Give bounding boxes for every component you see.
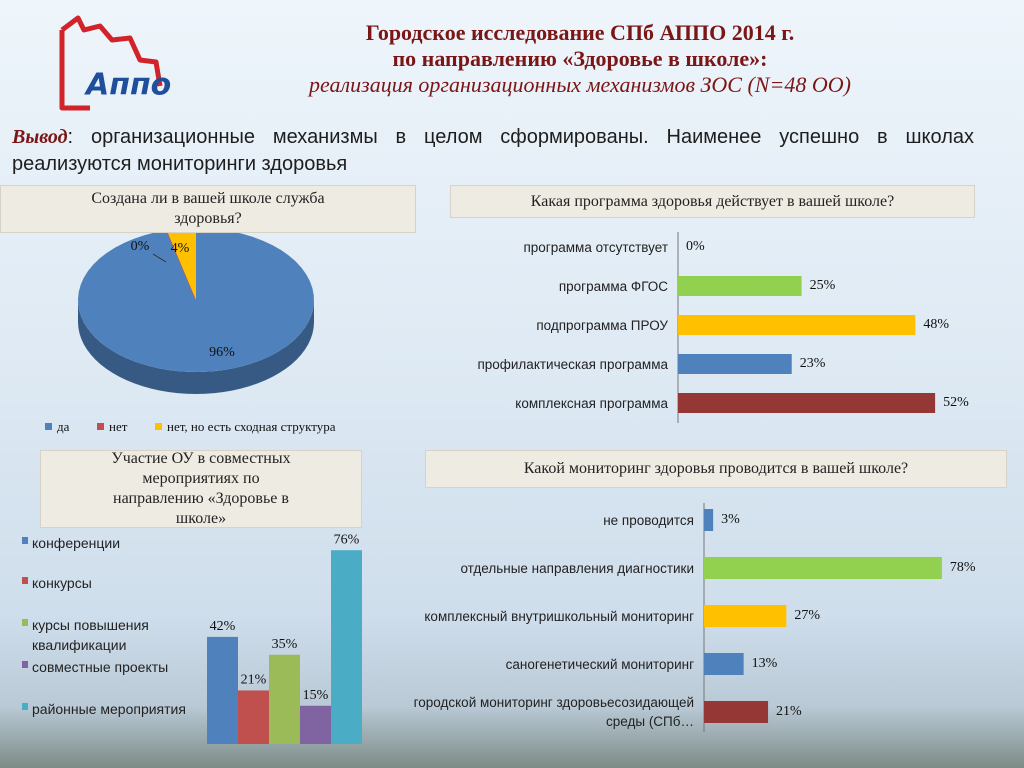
data-label: 27% bbox=[794, 608, 820, 623]
legend-label: районные мероприятия bbox=[32, 701, 186, 717]
data-label: 0% bbox=[686, 239, 705, 254]
data-label: 96% bbox=[209, 345, 235, 360]
bar bbox=[238, 690, 269, 744]
legend-label: да bbox=[57, 419, 70, 434]
bar bbox=[207, 636, 238, 744]
bar bbox=[300, 705, 331, 744]
conclusion-label: Вывод bbox=[12, 126, 68, 148]
subtitle: по направлению «Здоровье в школе»: bbox=[392, 46, 768, 71]
pie-side bbox=[78, 300, 314, 394]
panel-title: Участие ОУ в совместных мероприятиях по … bbox=[40, 450, 362, 528]
category-label: профилактическая программа bbox=[477, 356, 668, 372]
data-label: 21% bbox=[776, 704, 802, 719]
data-label: 76% bbox=[334, 532, 360, 547]
data-label: 4% bbox=[171, 241, 190, 256]
data-label: 48% bbox=[923, 317, 949, 332]
bar bbox=[678, 315, 916, 335]
note: реализация организационных механизмов ЗО… bbox=[309, 72, 851, 97]
data-label: 78% bbox=[950, 560, 976, 575]
category-label: отдельные направления диагностики bbox=[460, 560, 694, 576]
data-label: 23% bbox=[800, 356, 826, 371]
category-label: программа отсутствует bbox=[523, 239, 668, 255]
data-label: 15% bbox=[303, 688, 329, 703]
category-label: не проводится bbox=[603, 512, 694, 528]
legend-label: конференции bbox=[32, 535, 121, 551]
legend-swatch bbox=[45, 423, 52, 430]
data-label: 25% bbox=[810, 278, 836, 293]
logo-outline bbox=[59, 15, 163, 111]
header: Городское исследование СПб АППО 2014 г. … bbox=[180, 20, 980, 98]
bar bbox=[704, 653, 744, 675]
data-label: 52% bbox=[943, 395, 969, 410]
legend-swatch bbox=[22, 661, 28, 668]
category-label: подпрограмма ПРОУ bbox=[536, 317, 668, 333]
legend-label: конкурсы bbox=[32, 575, 92, 591]
bar bbox=[678, 393, 936, 413]
category-label: саногенетический мониторинг bbox=[505, 656, 694, 672]
bar bbox=[678, 354, 792, 374]
panel-title: Какая программа здоровья действует в ваш… bbox=[450, 185, 975, 218]
logo: Аппо bbox=[59, 15, 171, 111]
data-label: 42% bbox=[210, 619, 236, 634]
legend-label: нет, но есть сходная структура bbox=[167, 419, 336, 434]
legend-swatch bbox=[22, 577, 28, 584]
bar bbox=[704, 605, 787, 627]
category-label: городской мониторинг здоровьесозидающей … bbox=[413, 695, 694, 729]
category-label: комплексный внутришкольный мониторинг bbox=[424, 608, 694, 624]
bar bbox=[704, 509, 714, 531]
bar bbox=[704, 557, 942, 579]
legend-swatch bbox=[22, 703, 28, 710]
data-label: 3% bbox=[721, 512, 740, 527]
category-label: комплексная программа bbox=[515, 395, 668, 411]
conclusion: Вывод: организационные механизмы в целом… bbox=[12, 124, 974, 178]
logo-text: Аппо bbox=[84, 68, 171, 103]
panel-title: Какой мониторинг здоровья проводится в в… bbox=[425, 450, 1007, 488]
legend-swatch bbox=[97, 423, 104, 430]
bar bbox=[331, 550, 362, 744]
category-label: программа ФГОС bbox=[558, 278, 668, 294]
bar bbox=[678, 276, 802, 296]
data-label: 35% bbox=[272, 637, 298, 652]
legend-swatch bbox=[155, 423, 162, 430]
bar bbox=[704, 701, 769, 723]
legend-label: совместные проекты bbox=[32, 659, 169, 675]
bar bbox=[269, 654, 300, 744]
data-label: 13% bbox=[752, 656, 778, 671]
legend-swatch bbox=[22, 537, 28, 544]
conclusion-text: : организационные механизмы в целом сфор… bbox=[12, 126, 974, 175]
data-label: 21% bbox=[241, 673, 267, 688]
legend-label: нет bbox=[109, 419, 128, 434]
leader-line bbox=[152, 253, 167, 263]
panel-title: Создана ли в вашей школе служба здоровья… bbox=[0, 185, 416, 233]
legend-swatch bbox=[22, 619, 28, 626]
data-label: 0% bbox=[131, 239, 150, 254]
pie-slice bbox=[166, 228, 196, 300]
legend-label: курсы повышения квалификации bbox=[32, 617, 149, 653]
title: Городское исследование СПб АППО 2014 г. bbox=[365, 20, 795, 45]
